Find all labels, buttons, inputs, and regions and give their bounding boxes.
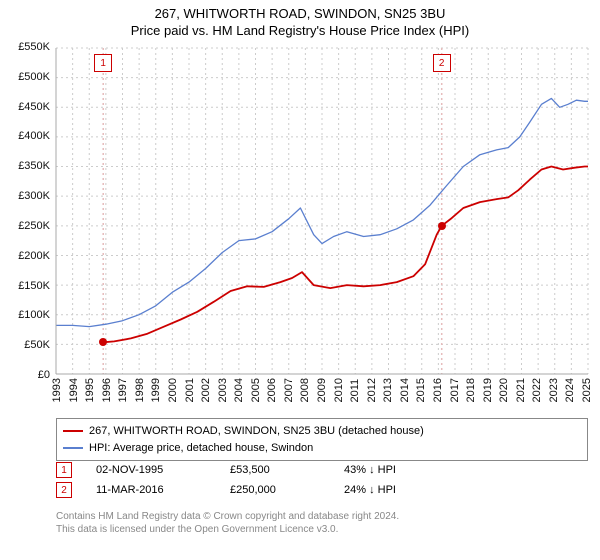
legend-swatch-series-1 [63,430,83,432]
legend-label-series-1: 267, WHITWORTH ROAD, SWINDON, SN25 3BU (… [89,423,424,440]
x-axis-tick-label: 2011 [349,378,361,402]
legend-row: 267, WHITWORTH ROAD, SWINDON, SN25 3BU (… [63,423,581,440]
x-axis-tick-label: 1999 [150,378,162,402]
x-axis-tick-label: 2005 [250,378,262,402]
x-axis-tick-label: 2014 [399,378,411,402]
sale-hpi-delta: 43% ↓ HPI [344,464,396,476]
legend-swatch-series-2 [63,447,83,449]
x-axis-tick-label: 2003 [217,378,229,402]
x-axis-tick-label: 2020 [498,378,510,402]
x-axis-tick-label: 2001 [184,378,196,402]
sale-marker-dot [99,338,107,346]
sale-date: 02-NOV-1995 [96,464,206,476]
legend-label-series-2: HPI: Average price, detached house, Swin… [89,440,313,457]
x-axis-tick-label: 2010 [333,378,345,402]
sale-marker-badge: 2 [56,482,72,498]
license-line-1: Contains HM Land Registry data © Crown c… [56,510,399,523]
x-axis-tick-label: 2015 [415,378,427,402]
x-axis-tick-label: 1998 [134,378,146,402]
x-axis-tick-label: 2013 [382,378,394,402]
sale-markers-table: 1 02-NOV-1995 £53,500 43% ↓ HPI 2 11-MAR-2016… [56,460,396,500]
x-axis-tick-label: 2009 [316,378,328,402]
x-axis-tick-label: 2021 [515,378,527,402]
sale-marker-badge: 1 [56,462,72,478]
legend-box: 267, WHITWORTH ROAD, SWINDON, SN25 3BU (… [56,418,588,461]
x-axis-tick-label: 1995 [84,378,96,402]
x-axis-tick-label: 1997 [117,378,129,402]
license-line-2: This data is licensed under the Open Gov… [56,523,399,536]
sale-hpi-delta: 24% ↓ HPI [344,484,396,496]
sale-marker-row: 2 11-MAR-2016 £250,000 24% ↓ HPI [56,480,396,500]
sale-price: £250,000 [230,484,320,496]
x-axis-tick-label: 2012 [366,378,378,402]
x-axis-tick-label: 2002 [200,378,212,402]
x-axis-tick-label: 1996 [101,378,113,402]
x-axis-tick-label: 2008 [299,378,311,402]
x-axis-tick-label: 2019 [482,378,494,402]
sale-marker-badge: 2 [433,54,451,72]
x-axis-tick-label: 2022 [531,378,543,402]
x-axis-tick-label: 1994 [68,378,80,402]
x-axis-tick-label: 2004 [233,378,245,402]
sale-marker-row: 1 02-NOV-1995 £53,500 43% ↓ HPI [56,460,396,480]
x-axis-tick-label: 2023 [548,378,560,402]
x-axis-tick-label: 2024 [564,378,576,402]
x-axis-tick-label: 2007 [283,378,295,402]
sale-date: 11-MAR-2016 [96,484,206,496]
x-axis-tick-label: 2017 [449,378,461,402]
x-axis-tick-label: 1993 [51,378,63,402]
sale-marker-badge: 1 [94,54,112,72]
x-axis-tick-label: 2016 [432,378,444,402]
x-axis-tick-label: 2025 [581,378,593,402]
legend-row: HPI: Average price, detached house, Swin… [63,440,581,457]
x-axis-tick-label: 2018 [465,378,477,402]
x-axis-tick-label: 2006 [266,378,278,402]
license-note: Contains HM Land Registry data © Crown c… [56,510,399,536]
sale-price: £53,500 [230,464,320,476]
x-axis-labels: 1993 1994 1995 1996 1997 1998 1999 2000 2001 2002… [51,378,593,402]
x-axis-tick-label: 2000 [167,378,179,402]
sale-marker-dot [438,222,446,230]
chart-markers-overlay: 12 [0,0,588,374]
